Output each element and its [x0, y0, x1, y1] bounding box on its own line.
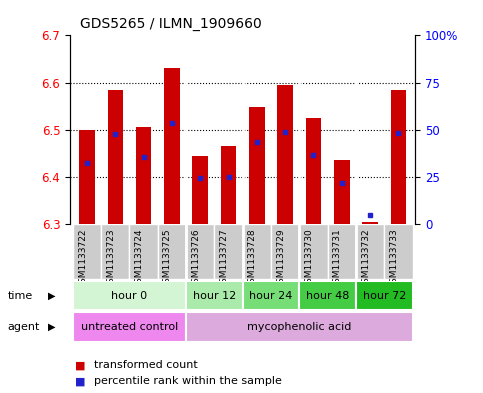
Text: percentile rank within the sample: percentile rank within the sample: [94, 376, 282, 386]
Bar: [186, 312, 412, 342]
Bar: [158, 224, 186, 279]
Text: time: time: [7, 291, 32, 301]
Text: hour 48: hour 48: [306, 291, 349, 301]
Text: GSM1133731: GSM1133731: [333, 228, 342, 289]
Bar: [221, 146, 236, 224]
Text: ■: ■: [75, 360, 85, 371]
Bar: [356, 281, 412, 310]
Text: GSM1133727: GSM1133727: [220, 228, 228, 289]
Bar: [356, 224, 384, 279]
Text: GDS5265 / ILMN_1909660: GDS5265 / ILMN_1909660: [80, 17, 261, 31]
Bar: [299, 281, 356, 310]
Bar: [73, 281, 186, 310]
Text: hour 72: hour 72: [363, 291, 406, 301]
Bar: [327, 224, 356, 279]
Bar: [391, 90, 406, 224]
Bar: [73, 312, 186, 342]
Bar: [164, 68, 180, 224]
Text: ▶: ▶: [48, 322, 56, 332]
Text: transformed count: transformed count: [94, 360, 198, 371]
Text: agent: agent: [7, 322, 40, 332]
Bar: [129, 224, 158, 279]
Bar: [136, 127, 151, 224]
Text: hour 0: hour 0: [112, 291, 147, 301]
Bar: [271, 224, 299, 279]
Bar: [362, 222, 378, 224]
Text: GSM1133723: GSM1133723: [106, 228, 115, 289]
Bar: [79, 130, 95, 224]
Text: untreated control: untreated control: [81, 322, 178, 332]
Bar: [334, 160, 350, 224]
Text: GSM1133728: GSM1133728: [248, 228, 257, 289]
Bar: [249, 107, 265, 224]
Text: GSM1133724: GSM1133724: [135, 228, 143, 289]
Bar: [101, 224, 129, 279]
Bar: [384, 224, 412, 279]
Text: ■: ■: [75, 376, 85, 386]
Text: GSM1133730: GSM1133730: [304, 228, 313, 289]
Bar: [277, 85, 293, 224]
Text: hour 12: hour 12: [193, 291, 236, 301]
Text: hour 24: hour 24: [249, 291, 293, 301]
Bar: [306, 118, 321, 224]
Text: GSM1133733: GSM1133733: [389, 228, 398, 289]
Bar: [108, 90, 123, 224]
Bar: [243, 224, 271, 279]
Bar: [299, 224, 327, 279]
Bar: [186, 224, 214, 279]
Bar: [73, 224, 101, 279]
Bar: [192, 156, 208, 224]
Text: GSM1133732: GSM1133732: [361, 228, 370, 289]
Text: GSM1133729: GSM1133729: [276, 228, 285, 289]
Bar: [186, 281, 243, 310]
Text: ▶: ▶: [48, 291, 56, 301]
Text: GSM1133726: GSM1133726: [191, 228, 200, 289]
Text: GSM1133722: GSM1133722: [78, 228, 87, 289]
Text: GSM1133725: GSM1133725: [163, 228, 172, 289]
Bar: [214, 224, 243, 279]
Text: mycophenolic acid: mycophenolic acid: [247, 322, 352, 332]
Bar: [243, 281, 299, 310]
